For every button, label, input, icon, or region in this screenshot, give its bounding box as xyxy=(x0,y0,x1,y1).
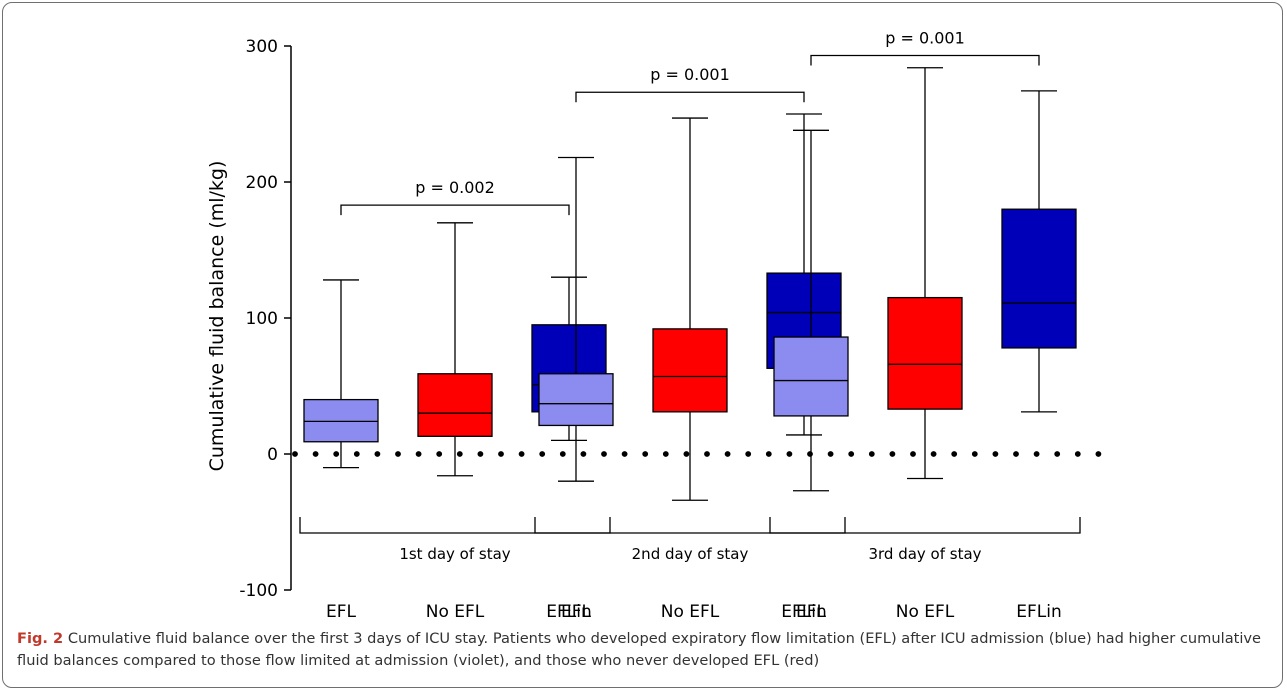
reference-dot xyxy=(1013,451,1019,457)
y-tick-label-200: 200 xyxy=(246,173,278,193)
reference-dot xyxy=(518,451,525,457)
p-value-label-g1: p = 0.002 xyxy=(415,178,495,197)
figure-label: Fig. 2 xyxy=(17,630,64,647)
group-label-g2: 2nd day of stay xyxy=(632,545,749,563)
box-g3-efl-iqr-box xyxy=(773,336,849,417)
x-tick-label-g2-no-efl: No EFL xyxy=(661,602,720,622)
reference-dot xyxy=(601,451,607,457)
reference-dot xyxy=(683,451,690,457)
box-g3-eflin-iqr-box xyxy=(1001,208,1077,349)
reference-dot xyxy=(992,451,999,457)
reference-dot xyxy=(477,451,484,457)
reference-dot xyxy=(580,451,587,457)
box-g1-no-efl-iqr-box xyxy=(417,373,493,437)
reference-dot xyxy=(353,451,360,457)
reference-dot xyxy=(539,451,546,457)
box-g1-efl-iqr-box xyxy=(303,398,379,443)
reference-dot xyxy=(436,451,443,457)
box-g1-efl xyxy=(303,279,379,469)
x-tick-label-g1-efl: EFL xyxy=(326,602,357,622)
x-tick-label-g3-no-efl: No EFL xyxy=(896,602,955,622)
reference-dot xyxy=(889,451,896,457)
y-tick-label-300: 300 xyxy=(246,37,278,57)
x-tick-label-g3-efl: EFL xyxy=(796,602,827,622)
reference-dot xyxy=(724,451,731,457)
reference-dot xyxy=(312,451,319,457)
box-g2-no-efl xyxy=(652,117,728,501)
reference-dot xyxy=(1095,451,1102,457)
reference-dot xyxy=(868,451,875,457)
reference-dot xyxy=(786,451,793,457)
reference-dot xyxy=(930,451,937,457)
zero-reference-line xyxy=(292,451,1102,457)
group-label-g3: 3rd day of stay xyxy=(868,545,981,563)
reference-dot xyxy=(1054,451,1061,457)
comparison-bracket-g2 xyxy=(575,91,805,103)
comparison-bracket-g1 xyxy=(340,204,570,216)
reference-dot xyxy=(745,451,752,457)
box-g2-efl-iqr-box xyxy=(538,373,614,427)
y-tick-label-100: 100 xyxy=(246,309,278,329)
reference-dot xyxy=(1033,451,1040,457)
box-g3-no-efl-iqr-box xyxy=(887,296,963,410)
group-label-g1: 1st day of stay xyxy=(399,545,510,563)
group-bracket-g1 xyxy=(299,517,611,534)
reference-dot xyxy=(848,451,855,457)
y-axis: -100 0 100 200 300 xyxy=(239,37,292,601)
reference-dot xyxy=(704,451,710,457)
reference-dot xyxy=(292,451,298,457)
reference-dot xyxy=(971,451,978,457)
group-brackets: 1st day of stay 2nd day of stay 3rd day of… xyxy=(299,517,1081,563)
reference-dot xyxy=(333,451,340,457)
caption-text: Cumulative fluid balance over the first … xyxy=(17,630,1262,669)
reference-dot xyxy=(662,451,669,457)
reference-dot xyxy=(951,451,958,457)
reference-dot xyxy=(621,451,628,457)
reference-dot xyxy=(498,451,504,457)
x-tick-label-g2-eflin: EFLin xyxy=(781,602,827,622)
group-bracket-g2 xyxy=(534,517,846,534)
y-tick-label-0: 0 xyxy=(267,445,278,465)
reference-dot xyxy=(910,451,916,457)
comparison-bracket-g3 xyxy=(810,54,1040,66)
box-g1-no-efl xyxy=(417,222,493,477)
reference-dot xyxy=(765,451,772,457)
reference-dot xyxy=(827,451,834,457)
comparison-brackets: p = 0.002 p = 0.001 p = 0.001 xyxy=(340,29,1040,216)
x-tick-label-g2-efl: EFL xyxy=(561,602,592,622)
reference-dot xyxy=(1074,451,1081,457)
p-value-label-g2: p = 0.001 xyxy=(650,65,730,84)
group-bracket-g3 xyxy=(769,517,1081,534)
y-axis-label: Cumulative fluid balance (ml/kg) xyxy=(206,161,228,472)
reference-dot xyxy=(807,451,813,457)
reference-dot xyxy=(642,451,649,457)
reference-dot xyxy=(559,451,566,457)
p-value-label-g3: p = 0.001 xyxy=(885,29,965,48)
reference-dot xyxy=(395,451,401,457)
box-g2-efl xyxy=(538,156,614,482)
reference-dot xyxy=(374,451,381,457)
reference-dot xyxy=(415,451,422,457)
x-tick-label-g1-no-efl: No EFL xyxy=(426,602,485,622)
box-g3-eflin xyxy=(1001,90,1077,413)
x-tick-label-g1-eflin: EFLin xyxy=(546,602,592,622)
box-g2-no-efl-iqr-box xyxy=(652,328,728,413)
box-g3-efl xyxy=(773,129,849,492)
y-tick-label--100: -100 xyxy=(239,581,278,601)
reference-dot xyxy=(456,451,463,457)
x-tick-label-g3-eflin: EFLin xyxy=(1016,602,1062,622)
box-g3-no-efl xyxy=(887,67,963,480)
figure-caption: Fig. 2 Cumulative fluid balance over the… xyxy=(17,628,1272,672)
